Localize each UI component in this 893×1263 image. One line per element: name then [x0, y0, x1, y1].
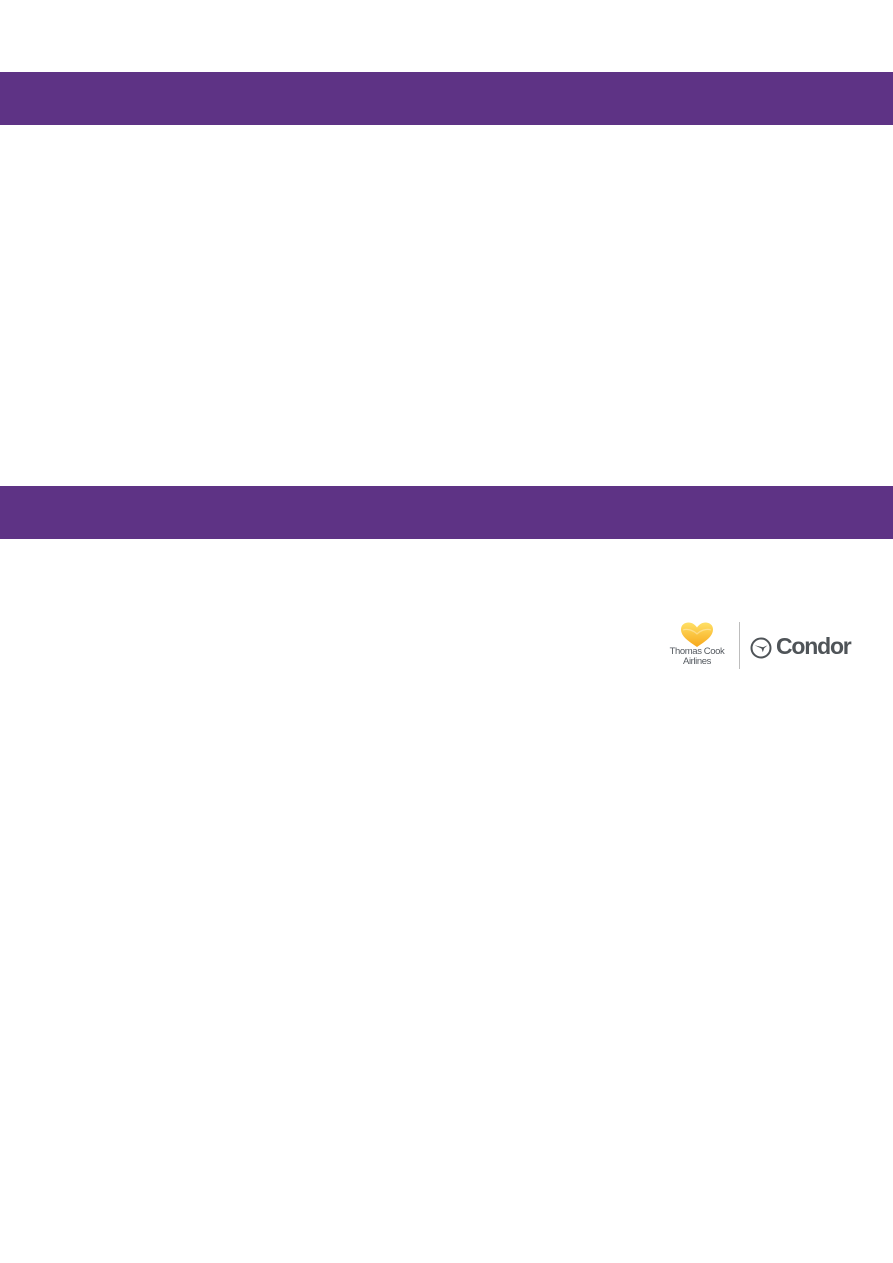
middle-purple-band: [0, 486, 893, 539]
heart-icon: [681, 622, 713, 647]
tc-line-2: Airlines: [683, 655, 711, 667]
logo-divider: [739, 622, 740, 669]
thomas-cook-wordmark: Thomas Cook Airlines: [666, 647, 728, 666]
top-purple-band: [0, 72, 893, 125]
condor-wordmark: Condor: [776, 633, 852, 659]
airline-logo-lockup: Thomas Cook Airlines Condor: [666, 620, 856, 670]
thomas-cook-logo: Thomas Cook Airlines: [666, 620, 728, 670]
tc-line-1: Thomas Cook: [669, 646, 725, 657]
condor-bird-icon: [750, 637, 772, 659]
